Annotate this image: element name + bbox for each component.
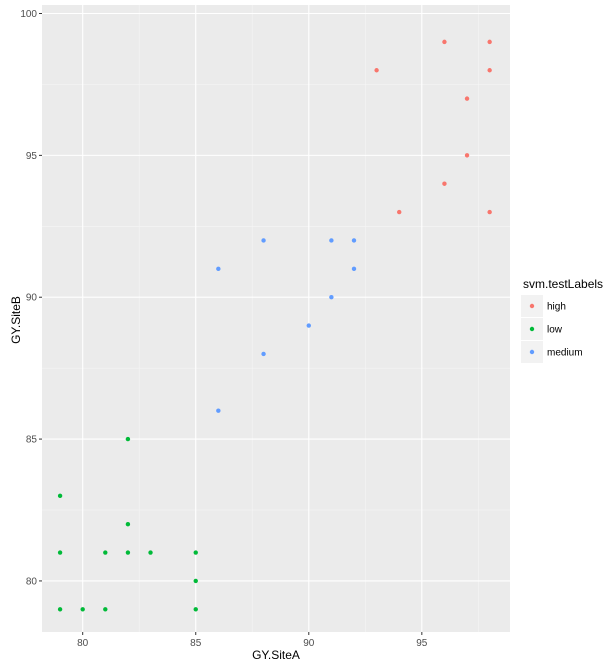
data-point-medium xyxy=(261,238,266,243)
y-axis-ticks: 80 85 90 95 100 xyxy=(20,9,42,587)
data-point-high xyxy=(464,96,470,101)
x-axis-ticks: 80 85 90 95 xyxy=(77,632,428,649)
data-point-high xyxy=(487,39,492,45)
data-point-low xyxy=(103,607,108,612)
y-axis-title: GY.SiteB xyxy=(9,296,23,344)
data-point-low xyxy=(57,493,63,499)
data-point-low xyxy=(57,550,63,555)
x-axis-title: GY.SiteA xyxy=(252,648,300,662)
x-tick-label: 90 xyxy=(303,638,315,649)
data-point-low xyxy=(125,436,131,442)
legend-key-point-low xyxy=(529,326,535,332)
data-point-high xyxy=(442,39,447,45)
legend-title: svm.testLabels xyxy=(523,277,603,291)
legend-label-medium: medium xyxy=(547,348,583,359)
y-tick-label: 80 xyxy=(26,576,38,587)
legend-label-low: low xyxy=(547,325,563,336)
data-point-low xyxy=(148,550,153,555)
data-point-high xyxy=(374,68,379,73)
x-tick-label: 95 xyxy=(416,638,428,649)
data-point-low xyxy=(193,578,198,584)
legend-key-point-high xyxy=(529,303,535,309)
plot-panel xyxy=(42,5,510,632)
x-tick-label: 80 xyxy=(77,638,89,649)
y-tick-label: 100 xyxy=(20,9,37,20)
data-point-medium xyxy=(329,238,334,243)
data-points xyxy=(57,39,492,612)
data-point-low xyxy=(80,607,85,612)
data-point-high xyxy=(442,181,447,186)
data-point-medium xyxy=(261,351,266,357)
data-point-medium xyxy=(329,295,334,300)
data-point-medium xyxy=(351,238,357,243)
data-point-medium xyxy=(216,266,221,272)
data-point-low xyxy=(103,550,108,555)
data-point-low xyxy=(193,550,198,555)
data-point-medium xyxy=(351,266,357,272)
y-tick-label: 90 xyxy=(26,293,38,304)
data-point-high xyxy=(464,153,470,158)
grid-major xyxy=(42,5,510,632)
grid-minor xyxy=(42,5,510,632)
data-point-high xyxy=(397,209,402,215)
legend: svm.testLabels high low medium xyxy=(521,277,603,363)
data-point-high xyxy=(487,68,492,73)
y-tick-label: 95 xyxy=(26,151,38,162)
y-tick-label: 85 xyxy=(26,435,38,446)
legend-label-high: high xyxy=(547,302,566,313)
data-point-low xyxy=(125,550,131,555)
data-point-low xyxy=(193,607,198,612)
data-point-high xyxy=(487,209,492,215)
data-point-low xyxy=(125,521,131,527)
x-tick-label: 85 xyxy=(190,638,202,649)
legend-items: high low medium xyxy=(521,295,583,363)
legend-key-point-medium xyxy=(529,349,535,355)
data-point-low xyxy=(57,607,63,612)
data-point-medium xyxy=(306,323,311,328)
data-point-medium xyxy=(216,408,221,413)
